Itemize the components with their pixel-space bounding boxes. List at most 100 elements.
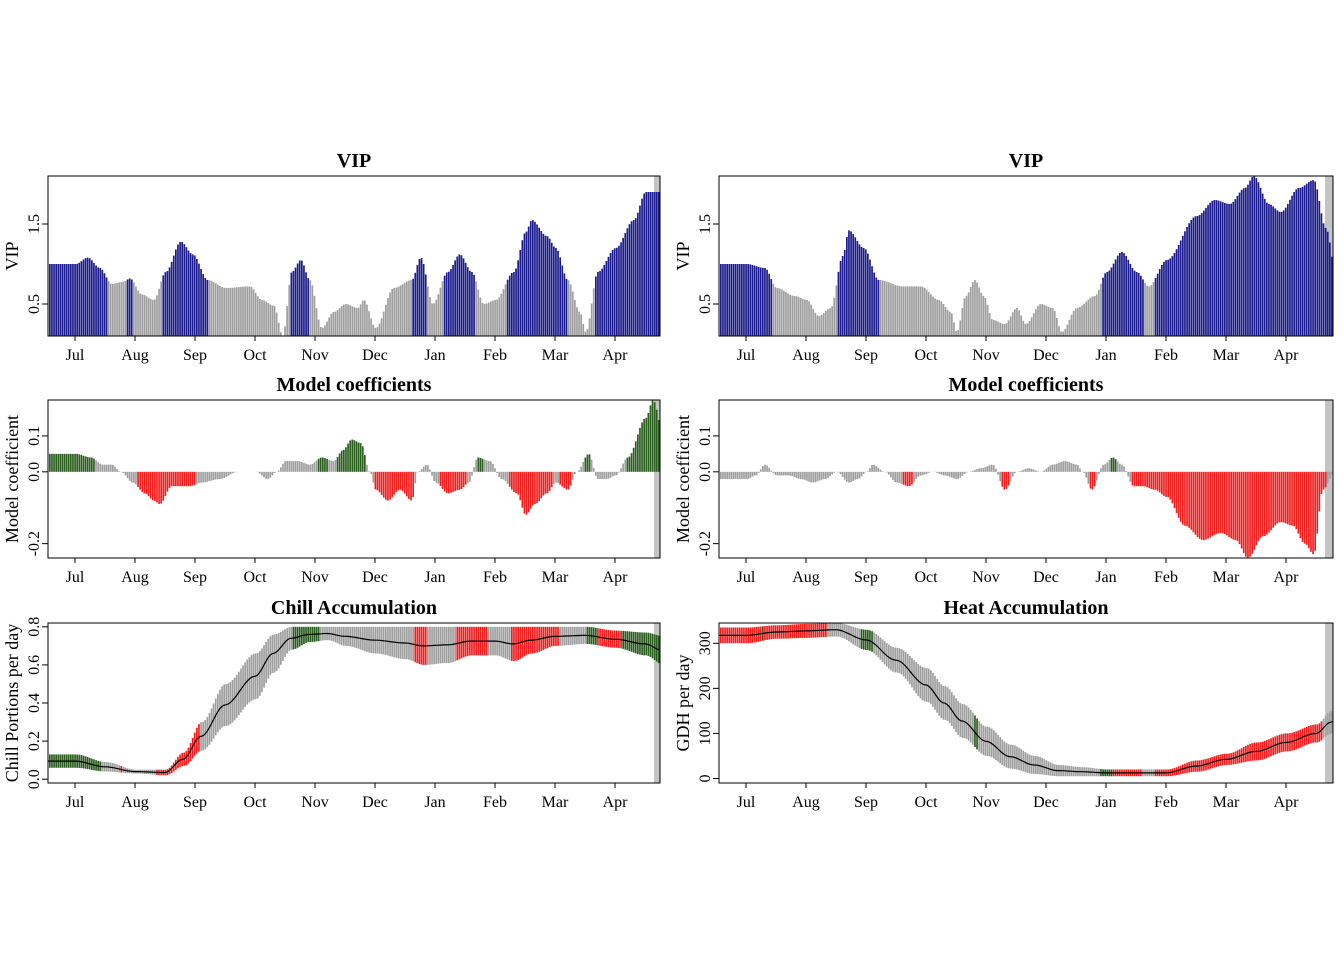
- bar-207: [1154, 471, 1157, 490]
- bar-213: [1167, 259, 1169, 336]
- bar-120: [301, 260, 303, 336]
- bar-187: [441, 471, 444, 489]
- bar-153: [370, 318, 372, 336]
- band-307: [694, 673, 696, 714]
- bar-117: [965, 471, 968, 473]
- bar-287: [651, 192, 654, 336]
- bar-225: [521, 240, 524, 336]
- bar-140: [1014, 471, 1016, 474]
- bar-234: [1211, 200, 1214, 336]
- bar-72: [200, 471, 202, 483]
- bar-41: [135, 471, 137, 485]
- bar-272: [1291, 195, 1293, 336]
- bar-170: [1077, 465, 1079, 472]
- bar-252: [578, 470, 580, 472]
- x-tick-label: Apr: [603, 794, 629, 811]
- bar-279: [1305, 471, 1308, 545]
- bar-168: [1072, 310, 1075, 336]
- bar-174: [1085, 471, 1088, 478]
- bar-204: [477, 289, 480, 336]
- bar-116: [963, 471, 966, 475]
- x-tick-label: Oct: [914, 569, 938, 586]
- bar-130: [322, 327, 324, 336]
- bar-240: [1224, 471, 1226, 535]
- chart-title: VIP: [1009, 150, 1043, 172]
- band-118: [967, 707, 970, 741]
- band-110: [951, 692, 953, 726]
- bar-276: [628, 224, 631, 336]
- bar-280: [1308, 471, 1310, 549]
- bar-98: [925, 471, 928, 474]
- bar-53: [831, 471, 833, 475]
- bar-48: [149, 471, 152, 499]
- x-tick-label: Apr: [1274, 794, 1300, 811]
- bar-53: [160, 281, 162, 336]
- bar-70: [196, 258, 198, 336]
- bar-264: [1274, 208, 1277, 336]
- y-axis-label: Chill Portions per day: [2, 624, 22, 783]
- band-59: [172, 762, 175, 772]
- bar-56: [166, 471, 169, 492]
- bar-34: [791, 295, 794, 336]
- bar-35: [793, 295, 796, 336]
- bar-114: [288, 284, 291, 336]
- bar-178: [422, 466, 425, 472]
- bar-106: [271, 471, 274, 476]
- bar-33: [789, 471, 791, 476]
- bar-240: [553, 471, 555, 484]
- bar-243: [559, 471, 561, 485]
- bar-289: [1326, 471, 1329, 484]
- bar-75: [877, 467, 880, 472]
- bar-160: [1056, 463, 1058, 472]
- bar-203: [1146, 285, 1148, 336]
- bar-196: [460, 471, 463, 490]
- band-110: [280, 631, 282, 665]
- bar-94: [246, 286, 249, 336]
- bar-33: [118, 471, 120, 472]
- bar-128: [988, 313, 991, 336]
- bar-137: [1007, 320, 1010, 336]
- band-77: [881, 639, 884, 663]
- bar-294: [666, 243, 668, 336]
- bar-186: [1110, 457, 1113, 472]
- bar-136: [334, 460, 337, 472]
- bar-249: [571, 471, 574, 480]
- bar-293: [664, 438, 666, 472]
- bar-195: [1129, 471, 1132, 482]
- bar-200: [469, 471, 471, 482]
- bar-163: [391, 471, 393, 498]
- bar-233: [538, 471, 540, 501]
- bar-62: [850, 231, 852, 336]
- bar-193: [454, 260, 456, 336]
- bar-17: [84, 456, 87, 472]
- bar-279: [634, 218, 637, 336]
- bar-274: [624, 459, 627, 472]
- bar-37: [797, 296, 800, 336]
- bar-30: [783, 290, 785, 336]
- bar-196: [1131, 471, 1134, 486]
- band-293: [664, 637, 666, 666]
- band-109: [277, 633, 280, 669]
- bar-257: [588, 454, 591, 472]
- bar-186: [1110, 267, 1113, 336]
- bar-131: [324, 325, 326, 336]
- bar-265: [1276, 210, 1279, 336]
- bar-234: [540, 471, 543, 499]
- bar-202: [1144, 282, 1146, 336]
- bar-159: [382, 311, 385, 336]
- bar-149: [1032, 313, 1035, 336]
- bar-242: [1228, 203, 1230, 336]
- bar-207: [483, 303, 486, 336]
- bar-167: [1070, 314, 1073, 336]
- bar-65: [185, 471, 188, 487]
- bar-233: [1209, 202, 1211, 336]
- bar-122: [976, 282, 978, 336]
- bar-269: [613, 248, 616, 336]
- bar-114: [959, 471, 962, 478]
- bar-173: [412, 471, 414, 498]
- x-tick-label: Nov: [301, 569, 329, 586]
- bar-242: [1228, 471, 1230, 537]
- bar-160: [385, 471, 387, 500]
- x-tick-label: Sep: [183, 347, 207, 364]
- bar-43: [139, 293, 141, 336]
